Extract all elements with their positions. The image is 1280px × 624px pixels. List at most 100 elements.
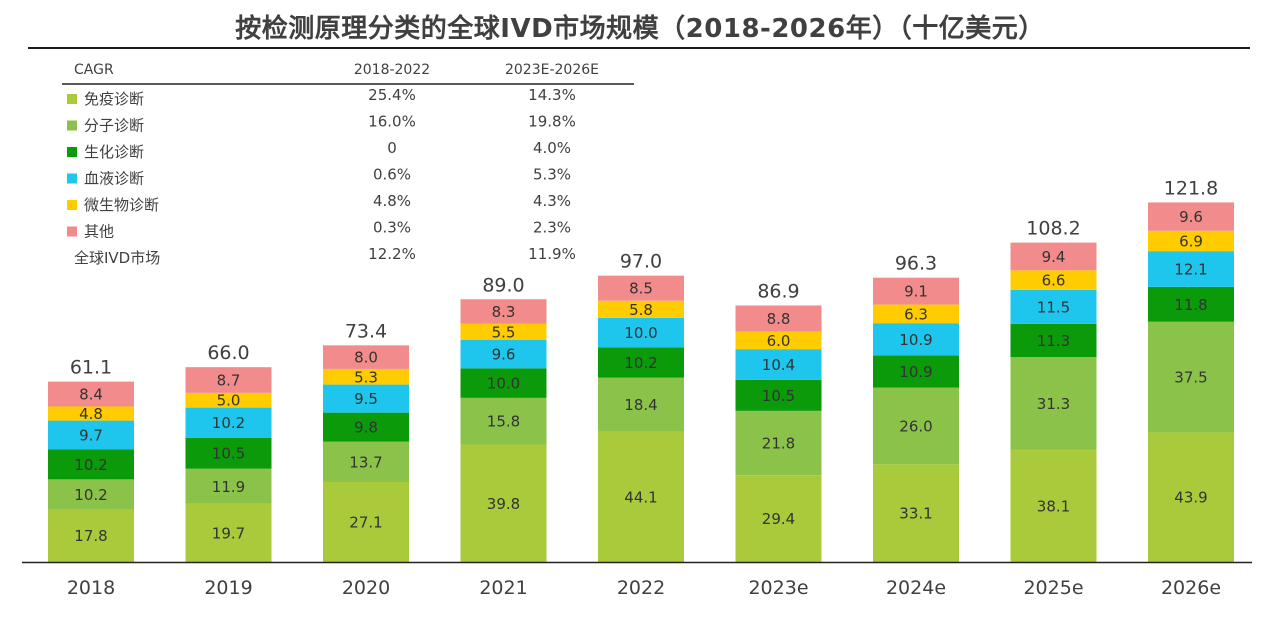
x-tick-label: 2021 [479,577,527,599]
cagr-row-name: 分子诊断 [84,117,144,135]
bar-segment [1010,270,1097,290]
segment-value-label: 19.7 [212,524,245,542]
bar-segment [873,277,959,305]
cagr-table: CAGR 2018-2022 2023E-2026E 免疫诊断 25.4% 14.3% 分子… [62,62,634,267]
segment-value-label: 11.9 [212,478,245,496]
bar-segment [1148,251,1234,287]
bar-segment [185,437,272,469]
cagr-period2-header: 2023E-2026E [505,62,599,78]
segment-value-label: 43.9 [1174,489,1207,507]
segment-value-label: 4.8 [79,405,103,423]
segment-value-label: 21.8 [762,435,795,453]
cagr-row-value-2018-2022: 4.8% [373,192,411,210]
segment-value-label: 10.2 [624,354,657,372]
segment-value-label: 9.4 [1042,248,1066,266]
bar-segment [598,300,684,318]
bar-segment [598,431,684,562]
bar-group-2019: 19.7 11.9 10.5 10.2 5.0 8.7 66.0 [185,342,272,562]
bar-group-2023e: 29.4 21.8 10.5 10.4 6.0 8.8 86.9 [735,280,822,562]
segment-value-label: 17.8 [74,527,107,545]
segment-value-label: 11.3 [1037,332,1070,350]
cagr-row-value-2018-2022: 12.2% [368,245,416,263]
bar-group-2022: 44.1 18.4 10.2 10.0 5.8 8.5 97.0 [598,251,684,562]
x-tick-label: 2019 [204,577,252,599]
segment-value-label: 12.1 [1174,261,1207,279]
segment-value-label: 9.6 [1179,208,1203,226]
segment-value-label: 15.8 [487,413,520,431]
bar-segment [1010,357,1097,450]
bar-total-label: 108.2 [1026,218,1080,240]
bar-segment [185,367,272,393]
bar-total-label: 89.0 [482,274,524,296]
cagr-row-value-2018-2022: 0.6% [373,166,411,184]
bar-group-2026e: 43.9 37.5 11.8 12.1 6.9 9.6 121.8 [1148,177,1234,562]
cagr-row-value-2018-2022: 0 [387,139,397,157]
title-divider [28,47,1250,49]
bar-segment [1148,202,1234,231]
segment-value-label: 10.5 [762,387,795,405]
bar-segment [323,482,409,562]
segment-value-label: 8.7 [217,372,241,390]
bar-segment [735,379,822,411]
bar-group-2025e: 38.1 31.3 11.3 11.5 6.6 9.4 108.2 [1010,218,1097,562]
bar-segment [735,305,822,332]
segment-value-label: 10.2 [212,414,245,432]
bar-segment [185,468,272,504]
cagr-row-value-2023e-2026e: 14.3% [528,86,576,104]
bar-segment [185,392,272,408]
segment-value-label: 6.0 [767,332,791,350]
cagr-row-value-2023e-2026e: 2.3% [533,219,571,237]
cagr-period1-header: 2018-2022 [354,62,430,78]
bar-segment [598,377,684,432]
segment-value-label: 9.1 [904,283,928,301]
cagr-header-label: CAGR [74,62,114,78]
bar-segment [460,368,547,398]
legend-swatch [67,147,77,157]
segment-value-label: 10.5 [212,445,245,463]
segment-value-label: 33.1 [899,505,932,523]
segment-value-label: 37.5 [1174,369,1207,387]
cagr-row-name: 生化诊断 [84,143,144,161]
cagr-row-value-2023e-2026e: 11.9% [528,245,576,263]
legend-swatch [67,226,77,237]
segment-value-label: 11.8 [1174,296,1207,314]
bar-segment [735,410,822,476]
cagr-row-name: 血液诊断 [84,170,144,188]
bar-segment [873,464,959,562]
bar-segment [323,384,409,413]
bar-segment [598,317,684,348]
cagr-row-name: 其他 [84,223,114,241]
bar-segment [48,479,134,510]
segment-value-label: 13.7 [349,453,382,471]
bar-segment [598,275,684,301]
segment-value-label: 5.0 [217,392,241,410]
segment-value-label: 26.0 [899,417,932,435]
segment-value-label: 6.9 [1179,232,1203,250]
segment-value-label: 8.3 [492,303,516,321]
bar-segment [1148,286,1234,322]
legend-swatch [67,200,77,210]
bar-total-label: 96.3 [895,253,937,275]
bar-segment [460,323,547,341]
segment-value-label: 27.1 [349,514,382,532]
bar-segment [735,331,822,350]
bar-group-2024e: 33.1 26.0 10.9 10.9 6.3 9.1 96.3 [873,253,959,562]
segment-value-label: 9.6 [492,346,516,364]
segment-value-label: 18.4 [624,396,657,414]
segment-value-label: 9.7 [79,426,103,444]
segment-value-label: 8.5 [629,280,653,298]
chart-title: 按检测原理分类的全球IVD市场规模（2018-2026年）（十亿美元） [235,14,1045,44]
x-tick-label: 2025e [1023,577,1083,599]
cagr-row-value-2018-2022: 0.3% [373,219,411,237]
bar-segment [323,368,409,385]
cagr-row-value-2023e-2026e: 4.3% [533,192,571,210]
segment-value-label: 9.5 [354,390,378,408]
x-axis: 2018 2019 2020 2021 2022 2023e 2024e 2025e 2026e [22,561,1252,599]
segment-value-label: 29.4 [762,510,795,528]
bar-segment [185,503,272,562]
bar-segment [1148,432,1234,562]
bar-segment [48,420,134,450]
x-tick-label: 2024e [886,577,946,599]
segment-value-label: 39.8 [487,495,520,513]
